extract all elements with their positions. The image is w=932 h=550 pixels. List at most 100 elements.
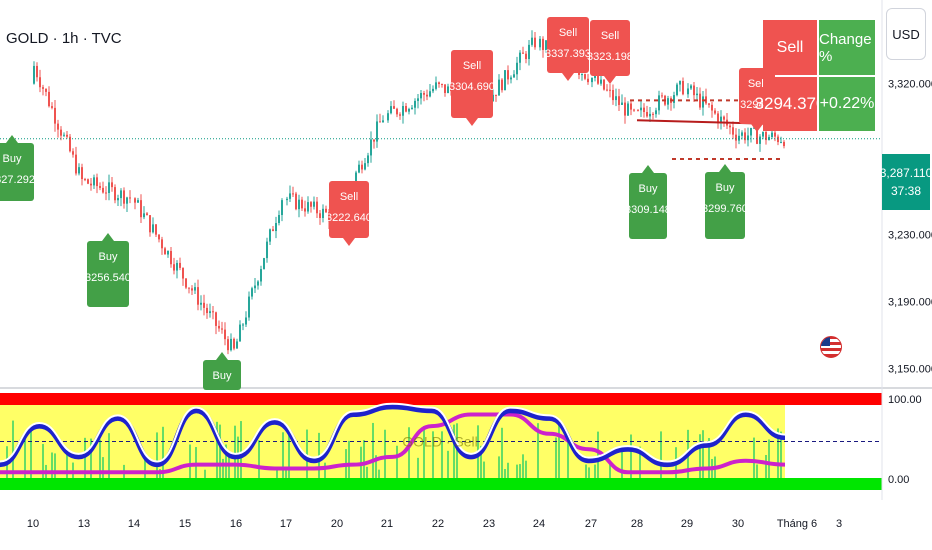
price-candle bbox=[447, 86, 449, 94]
osc-histogram-bar bbox=[537, 423, 539, 480]
price-candle bbox=[714, 110, 716, 114]
signal-type-text: Buy bbox=[716, 182, 735, 194]
price-candle bbox=[735, 134, 737, 141]
price-candle bbox=[102, 187, 104, 193]
price-candle bbox=[661, 95, 663, 97]
price-tick-label: 3,320.000 bbox=[888, 79, 932, 91]
price-candle bbox=[289, 193, 291, 199]
price-candle bbox=[702, 96, 704, 108]
time-tick-label: 13 bbox=[78, 518, 90, 530]
price-candle bbox=[723, 116, 725, 120]
osc-histogram-bar bbox=[42, 443, 44, 480]
price-candle bbox=[322, 208, 324, 218]
us-flag-icon[interactable] bbox=[820, 336, 842, 358]
signal-pointer bbox=[604, 76, 616, 84]
price-candle bbox=[624, 102, 626, 116]
price-candle bbox=[117, 198, 119, 201]
price-candle bbox=[738, 135, 740, 141]
price-candle bbox=[741, 132, 743, 136]
osc-histogram-bar bbox=[453, 424, 455, 480]
price-candle bbox=[87, 179, 89, 184]
price-candle bbox=[51, 106, 53, 108]
osc-histogram-bar bbox=[156, 432, 158, 480]
time-tick-label: 16 bbox=[230, 518, 242, 530]
price-candle bbox=[233, 338, 235, 349]
signal-type-text: Sell bbox=[601, 30, 619, 42]
osc-histogram-bar bbox=[708, 438, 710, 480]
osc-histogram-bar bbox=[702, 430, 704, 480]
osc-histogram-bar bbox=[282, 432, 284, 480]
osc-histogram-bar bbox=[699, 434, 701, 480]
currency-button[interactable]: USD bbox=[886, 8, 926, 60]
signal-type-text: Sell bbox=[559, 27, 577, 39]
signal-price-text: 3337.393 bbox=[545, 48, 591, 60]
price-candle bbox=[111, 182, 113, 188]
symbol-title[interactable]: GOLD · 1h · TVC bbox=[6, 30, 122, 47]
price-candle bbox=[504, 70, 506, 91]
price-candle bbox=[313, 201, 315, 207]
price-candle bbox=[676, 84, 678, 96]
price-candle bbox=[57, 123, 59, 130]
osc-histogram-bar bbox=[501, 427, 503, 480]
price-candle bbox=[771, 132, 773, 138]
price-candle bbox=[640, 107, 642, 111]
price-candle bbox=[140, 200, 142, 218]
price-candle bbox=[581, 74, 583, 76]
price-candle bbox=[248, 296, 250, 318]
price-candle bbox=[304, 208, 306, 212]
time-tick-label: 30 bbox=[732, 518, 744, 530]
price-candle bbox=[646, 112, 648, 117]
price-candle bbox=[747, 135, 749, 141]
price-candle bbox=[774, 132, 776, 137]
price-candle bbox=[158, 234, 160, 240]
info-sell-label: Sell bbox=[776, 38, 804, 56]
signal-sell-label: Sell 3337.393 bbox=[545, 17, 591, 81]
price-candle bbox=[42, 87, 44, 89]
price-candle bbox=[376, 121, 378, 142]
price-candle bbox=[191, 288, 193, 291]
price-candle bbox=[230, 338, 232, 351]
price-candle bbox=[597, 75, 599, 84]
signal-type-text: Buy bbox=[3, 153, 22, 165]
price-candle bbox=[603, 79, 605, 90]
osc-main-highlight bbox=[0, 402, 786, 463]
price-candle bbox=[584, 74, 586, 79]
info-sell-cell: Sell bbox=[763, 20, 817, 75]
osc-histogram-bar bbox=[507, 462, 509, 480]
price-candle bbox=[120, 190, 122, 199]
time-tick-label: 3 bbox=[836, 518, 842, 530]
osc-histogram-bar bbox=[621, 446, 623, 480]
price-candle bbox=[516, 62, 518, 75]
signal-type-text: Buy bbox=[99, 251, 118, 263]
price-candle bbox=[301, 199, 303, 209]
price-candle bbox=[618, 96, 620, 105]
price-candle bbox=[720, 116, 722, 124]
osc-histogram-bar bbox=[12, 420, 14, 480]
signal-pointer bbox=[102, 233, 114, 241]
signal-box bbox=[329, 181, 369, 238]
signal-price-text: 3299.760 bbox=[702, 203, 748, 215]
osc-histogram-bar bbox=[588, 467, 590, 480]
price-candle bbox=[783, 141, 785, 147]
osc-histogram-bar bbox=[219, 424, 221, 480]
price-candle bbox=[239, 324, 241, 342]
price-candle bbox=[777, 136, 779, 143]
price-candle bbox=[275, 223, 277, 232]
price-candle bbox=[382, 120, 384, 123]
price-candle bbox=[358, 164, 360, 173]
price-candle bbox=[292, 193, 294, 195]
price-candle bbox=[203, 302, 205, 308]
price-candle bbox=[732, 127, 734, 135]
time-tick-label: 28 bbox=[631, 518, 643, 530]
osc-histogram-bar bbox=[102, 457, 104, 480]
price-candle bbox=[54, 107, 56, 124]
price-candle bbox=[379, 121, 381, 123]
time-tick-label: 20 bbox=[331, 518, 343, 530]
price-candle bbox=[221, 328, 223, 330]
signal-buy-label: Buy bbox=[203, 352, 241, 390]
price-candle bbox=[367, 155, 369, 164]
time-tick-label: 23 bbox=[483, 518, 495, 530]
price-candle bbox=[606, 89, 608, 91]
price-candle bbox=[429, 91, 431, 97]
